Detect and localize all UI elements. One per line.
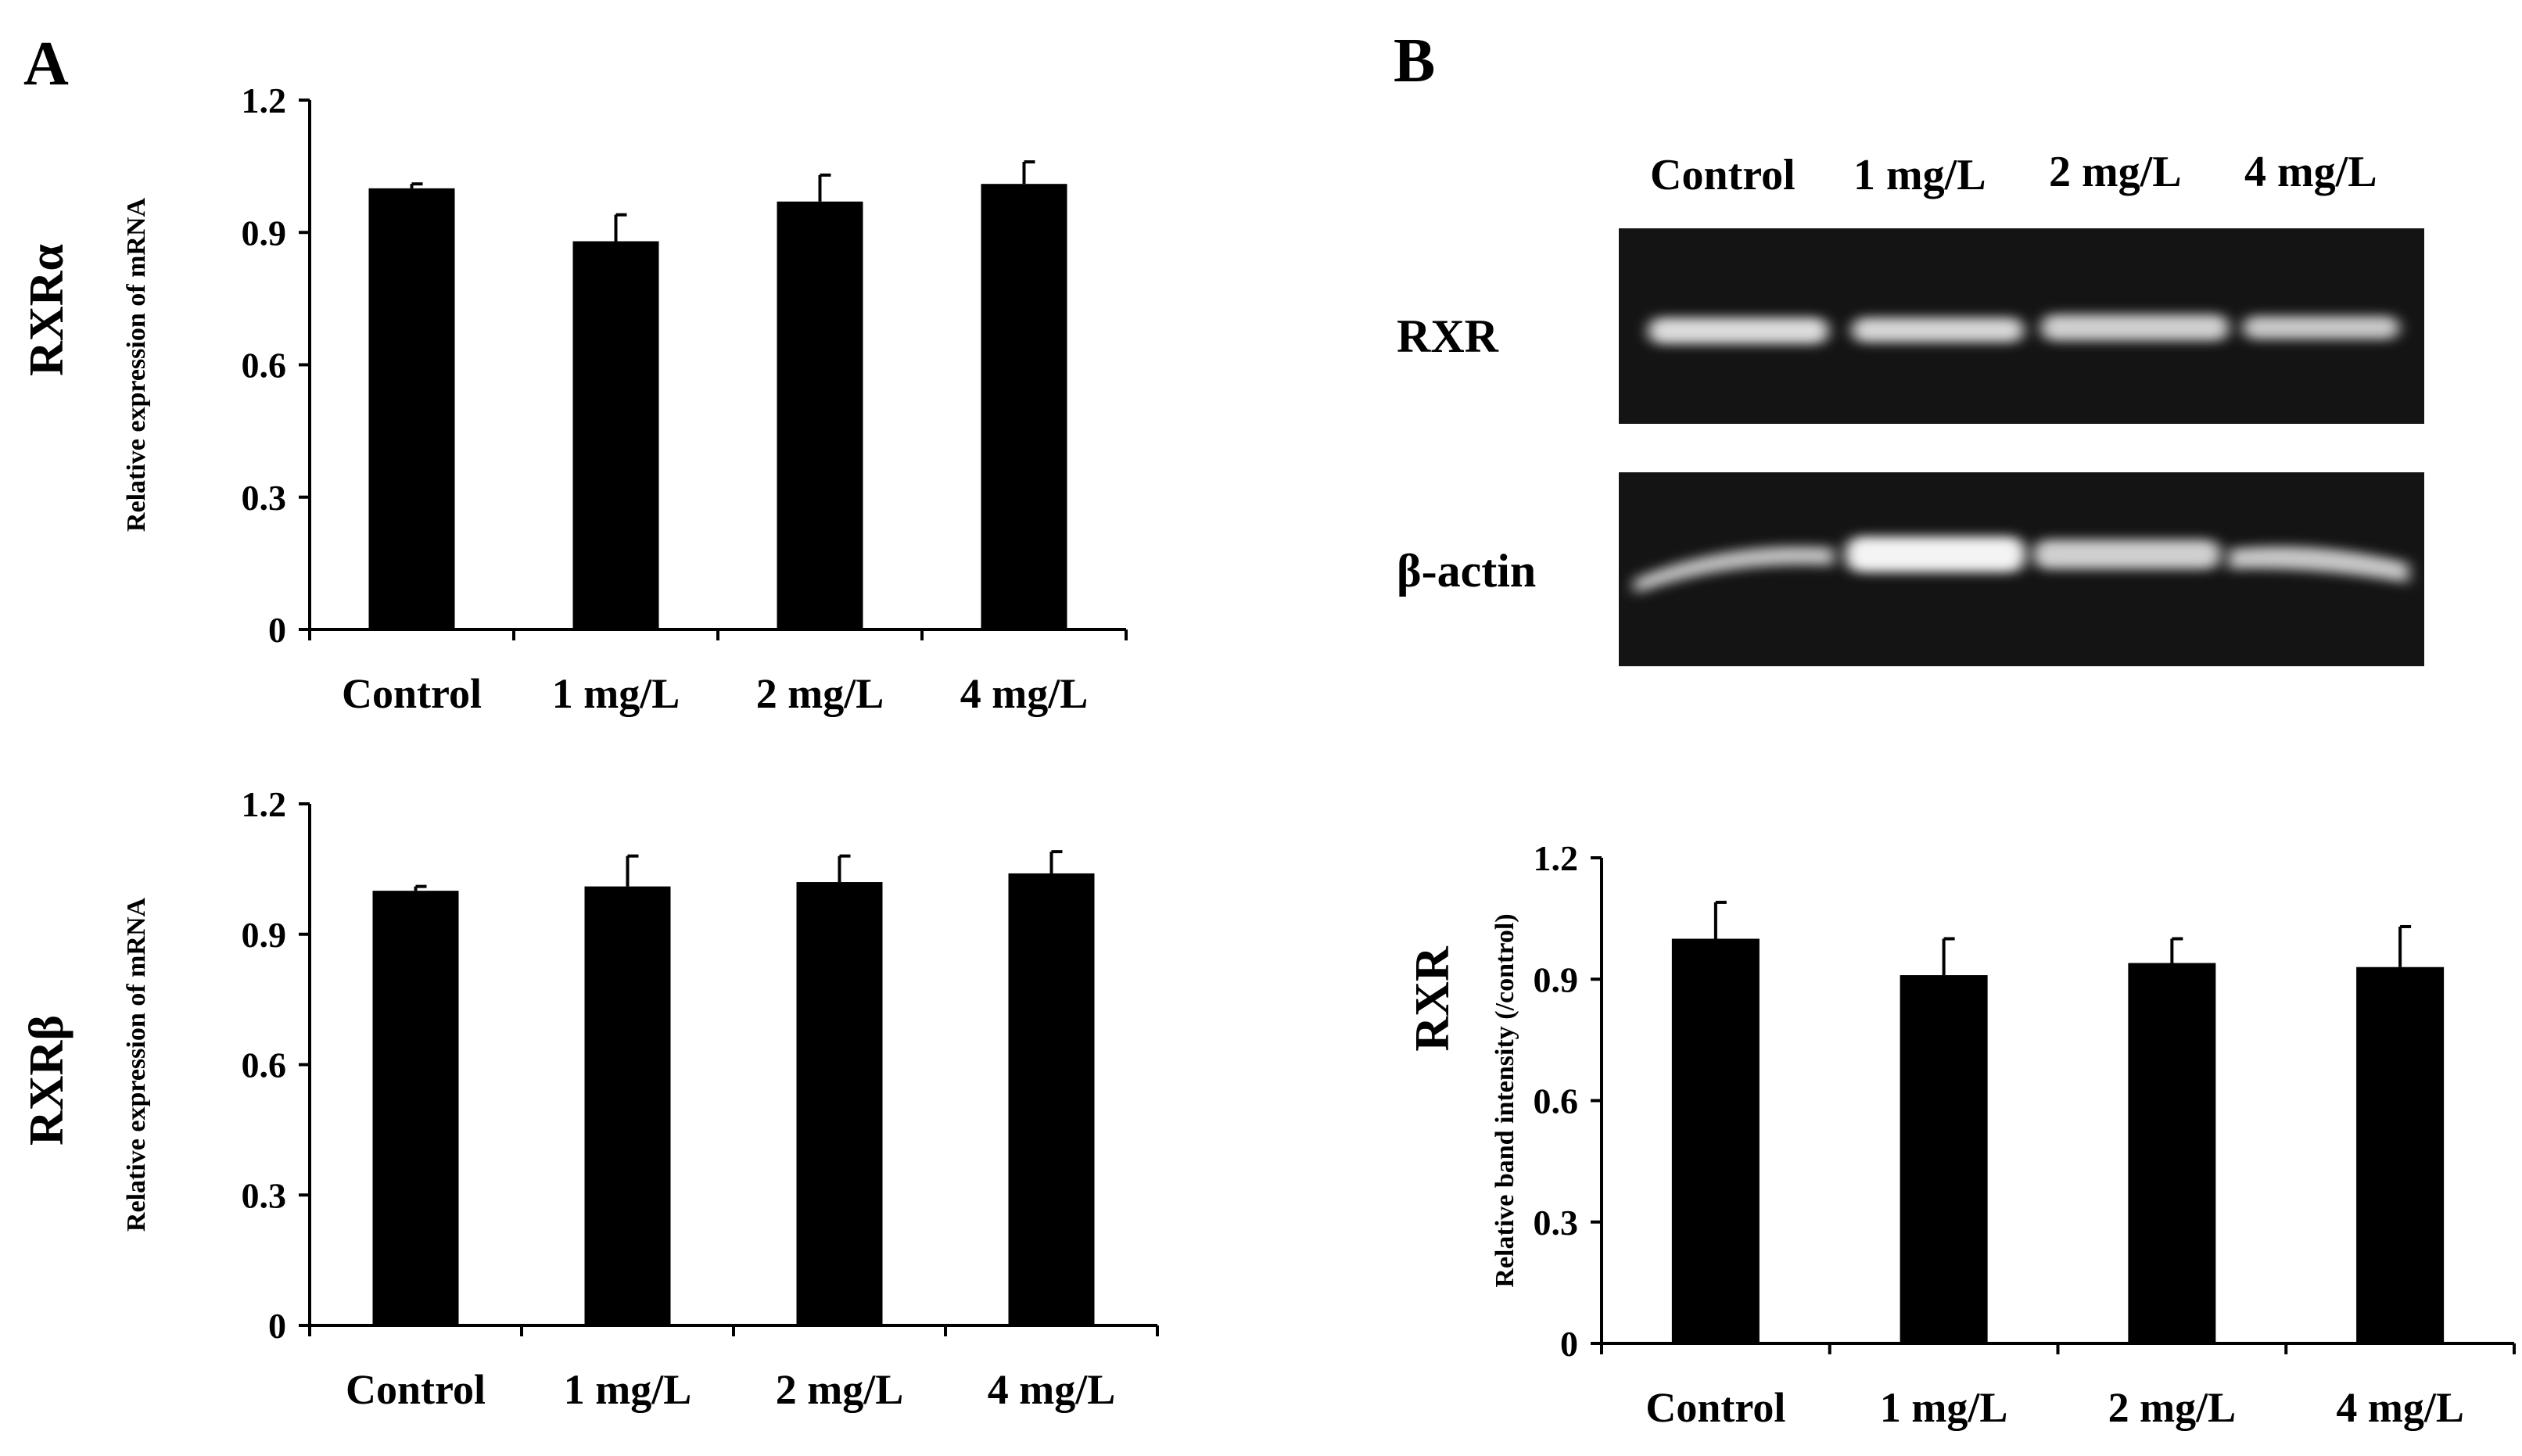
blot-row-label-rxr: RXR (1397, 310, 1499, 362)
blot-lane-header: 2 mg/L (2049, 148, 2182, 196)
gene-label: RXR (1406, 945, 1459, 1052)
chart-rxr-alpha: 0 0.3 0.6 0.9 1.2 Control 1 mg/L 2 mg/L 4 mg/L Re… (20, 81, 1128, 717)
gene-label: RXRβ (20, 1015, 74, 1146)
y-tick-label: 0.9 (242, 915, 287, 955)
y-tick-label: 0 (1560, 1324, 1578, 1364)
blot-band (1648, 317, 1828, 344)
blot-bands-beta-actin (1634, 536, 2409, 594)
panel-letter-b: B (1394, 27, 1435, 95)
y-tick-label: 0 (268, 610, 286, 650)
x-category-label: 1 mg/L (1880, 1384, 2008, 1431)
gene-label: RXRα (20, 244, 74, 376)
y-tick-label: 0.6 (242, 346, 287, 386)
x-category-label: 1 mg/L (564, 1366, 692, 1413)
blot-band (2229, 546, 2409, 583)
blot-lane-header: 4 mg/L (2244, 148, 2377, 196)
blot-band (2041, 314, 2229, 341)
bar (372, 891, 459, 1325)
blot-band (2033, 540, 2221, 569)
blot-band (1852, 317, 2024, 342)
bar (368, 188, 455, 630)
x-category-label: Control (342, 670, 482, 717)
blot-lane-header: 1 mg/L (1853, 151, 1986, 199)
blot-band (1846, 536, 2025, 572)
x-category-label: Control (1645, 1384, 1785, 1431)
y-tick-label: 1.2 (242, 784, 287, 824)
x-category-label: 1 mg/L (552, 670, 680, 717)
x-category-label: 4 mg/L (960, 670, 1089, 717)
y-tick-label: 0.9 (1534, 959, 1579, 999)
blot-bands-rxr (1648, 314, 2399, 344)
y-tick-label: 0.3 (242, 478, 287, 518)
bar (1008, 873, 1095, 1325)
bar (584, 886, 671, 1325)
y-tick-label: 1.2 (242, 81, 287, 120)
y-axis-label: Relative band intensity (/control) (1491, 913, 1519, 1287)
y-tick-label: 1.2 (1534, 838, 1579, 878)
x-category-label: 4 mg/L (988, 1366, 1116, 1413)
y-tick-label: 0.3 (242, 1175, 287, 1215)
bar (572, 241, 659, 629)
x-category-label: 2 mg/L (776, 1366, 904, 1413)
x-category-label: 2 mg/L (756, 670, 884, 717)
bar (2128, 963, 2216, 1343)
blot-lane-headers: Control 1 mg/L 2 mg/L 4 mg/L (1650, 148, 2377, 199)
y-tick-label: 0.6 (1534, 1081, 1579, 1121)
blot-band (2243, 316, 2399, 339)
bar (796, 882, 883, 1325)
y-tick-label: 0 (268, 1306, 286, 1346)
chart-rxr-beta: 0 0.3 0.6 0.9 1.2 Control 1 mg/L 2 mg/L 4 mg/L Re… (20, 784, 1159, 1413)
bar (2356, 966, 2445, 1343)
y-tick-label: 0.9 (242, 213, 287, 253)
x-category-label: 2 mg/L (2108, 1384, 2237, 1431)
blot-lane-header: Control (1650, 151, 1796, 199)
x-category-label: Control (346, 1366, 486, 1413)
blot-band (1634, 546, 1834, 594)
bar (1900, 975, 1988, 1343)
bar (777, 201, 863, 630)
y-tick-label: 0.3 (1534, 1203, 1579, 1243)
y-tick-label: 0.6 (242, 1045, 287, 1085)
y-axis-label: Relative expression of mRNA (122, 897, 151, 1232)
chart-rxr-band-intensity: 0 0.3 0.6 0.9 1.2 Control 1 mg/L 2 mg/L 4 mg/L Re… (1406, 838, 2516, 1431)
blot-row-label-beta-actin: β-actin (1397, 545, 1536, 597)
western-blot: Control 1 mg/L 2 mg/L 4 mg/L RXR β-actin (1397, 148, 2424, 666)
x-category-label: 4 mg/L (2336, 1384, 2464, 1431)
bar (1671, 938, 1760, 1343)
y-axis-label: Relative expression of mRNA (122, 197, 151, 532)
bar (981, 184, 1067, 630)
panel-letter-a: A (23, 30, 69, 99)
